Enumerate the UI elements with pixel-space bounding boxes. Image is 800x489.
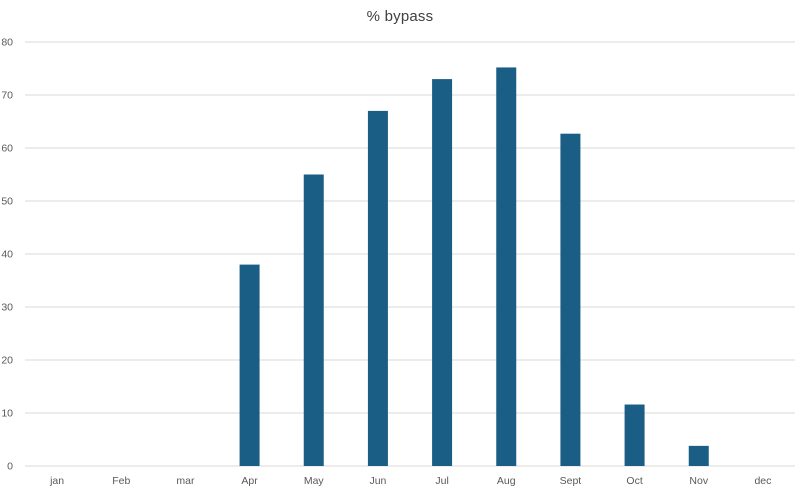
y-tick-label: 0 — [7, 461, 13, 473]
x-tick-label-sept: Sept — [560, 475, 582, 487]
y-axis-tick-labels: 0 10 20 30 40 50 60 70 80 — [1, 37, 13, 473]
bar-oct — [624, 404, 645, 466]
x-tick-label-jun: Jun — [369, 475, 386, 487]
x-tick-label-apr: Apr — [241, 475, 258, 487]
x-tick-label-oct: Oct — [626, 475, 642, 487]
x-tick-label-nov: Nov — [689, 475, 708, 487]
x-tick-label-mar: mar — [176, 475, 195, 487]
y-tick-label: 20 — [1, 355, 13, 367]
bar-apr — [239, 264, 260, 466]
bar-jul — [432, 79, 453, 466]
bar-jun — [367, 110, 388, 467]
y-tick-label: 80 — [1, 37, 13, 49]
x-tick-label-feb: Feb — [112, 475, 130, 487]
x-tick-label-aug: Aug — [497, 475, 516, 487]
x-tick-label-jul: Jul — [435, 475, 448, 487]
y-tick-label: 60 — [1, 143, 13, 155]
bars — [239, 67, 709, 467]
bar-sept — [560, 133, 581, 466]
y-tick-label: 70 — [1, 90, 13, 102]
x-axis-tick-labels: jan Feb mar Apr May Jun Jul Aug Sept Oct Nov dec — [49, 475, 771, 487]
x-tick-label-dec: dec — [754, 475, 771, 487]
y-tick-label: 30 — [1, 302, 13, 314]
y-tick-label: 10 — [1, 408, 13, 420]
chart-title: % bypass — [366, 8, 434, 25]
x-tick-label-jan: jan — [49, 475, 64, 487]
bar-nov — [688, 445, 709, 466]
bar-may — [303, 174, 324, 466]
x-tick-label-may: May — [304, 475, 325, 487]
gridlines — [25, 41, 795, 467]
y-tick-label: 50 — [1, 196, 13, 208]
y-tick-label: 40 — [1, 249, 13, 261]
bar-aug — [496, 67, 517, 466]
